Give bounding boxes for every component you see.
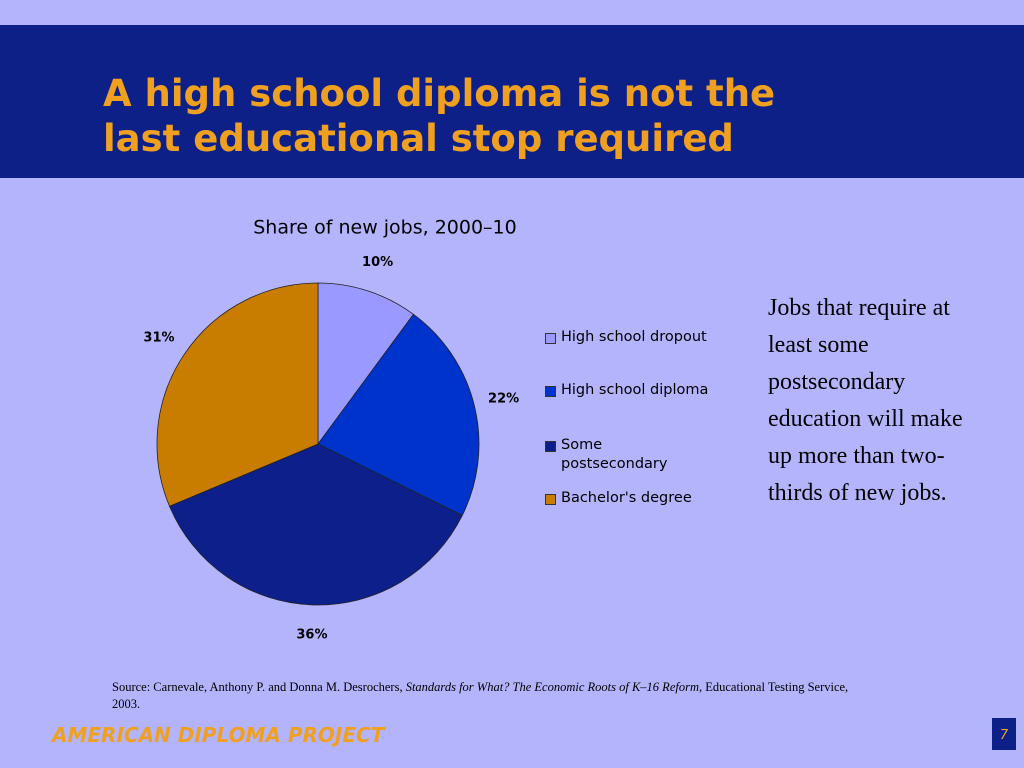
data-label: 31%: [143, 331, 174, 346]
legend-entry: High school dropout: [545, 328, 725, 347]
legend-label: Bachelor's degree: [561, 490, 692, 506]
source: Source: Carnevale, Anthony P. and Donna …: [112, 679, 872, 713]
chart-title: Share of new jobs, 2000–10: [253, 217, 517, 239]
source-prefix: Source: Carnevale, Anthony P. and Donna …: [112, 680, 406, 694]
legend-swatch: [545, 441, 556, 452]
source-title: Standards for What? The Economic Roots o…: [405, 680, 703, 694]
legend-entry: Bachelor's degree: [545, 489, 725, 508]
legend-swatch: [545, 333, 556, 344]
slide-title: last educational stop required: [103, 117, 734, 160]
pie-slice: [168, 443, 463, 606]
slide-title: A high school diploma is not the: [103, 72, 776, 115]
legend-entry: High school diploma: [545, 381, 725, 400]
pie-slice: [156, 282, 319, 507]
legend-entry: Some postsecondary: [545, 436, 725, 474]
legend-swatch: [545, 494, 556, 505]
footer: AMERICAN DIPLOMA PROJECT: [52, 723, 385, 747]
legend-swatch: [545, 386, 556, 397]
data-label: 36%: [296, 627, 327, 642]
page-number: 7: [992, 718, 1016, 750]
data-label: 22%: [488, 391, 519, 406]
legend-label: High school dropout: [561, 329, 707, 345]
legend-label: High school diploma: [561, 382, 709, 398]
source-suffix: Educational Testing Service, 2003.: [112, 680, 849, 711]
pie-slice: [317, 313, 480, 517]
legend-label: Some postsecondary: [561, 437, 668, 472]
data-label: 10%: [362, 255, 393, 270]
header-band: [0, 25, 1024, 178]
side-text: Jobs that require at least some postseco…: [768, 295, 963, 506]
pie-slice: [317, 282, 415, 446]
